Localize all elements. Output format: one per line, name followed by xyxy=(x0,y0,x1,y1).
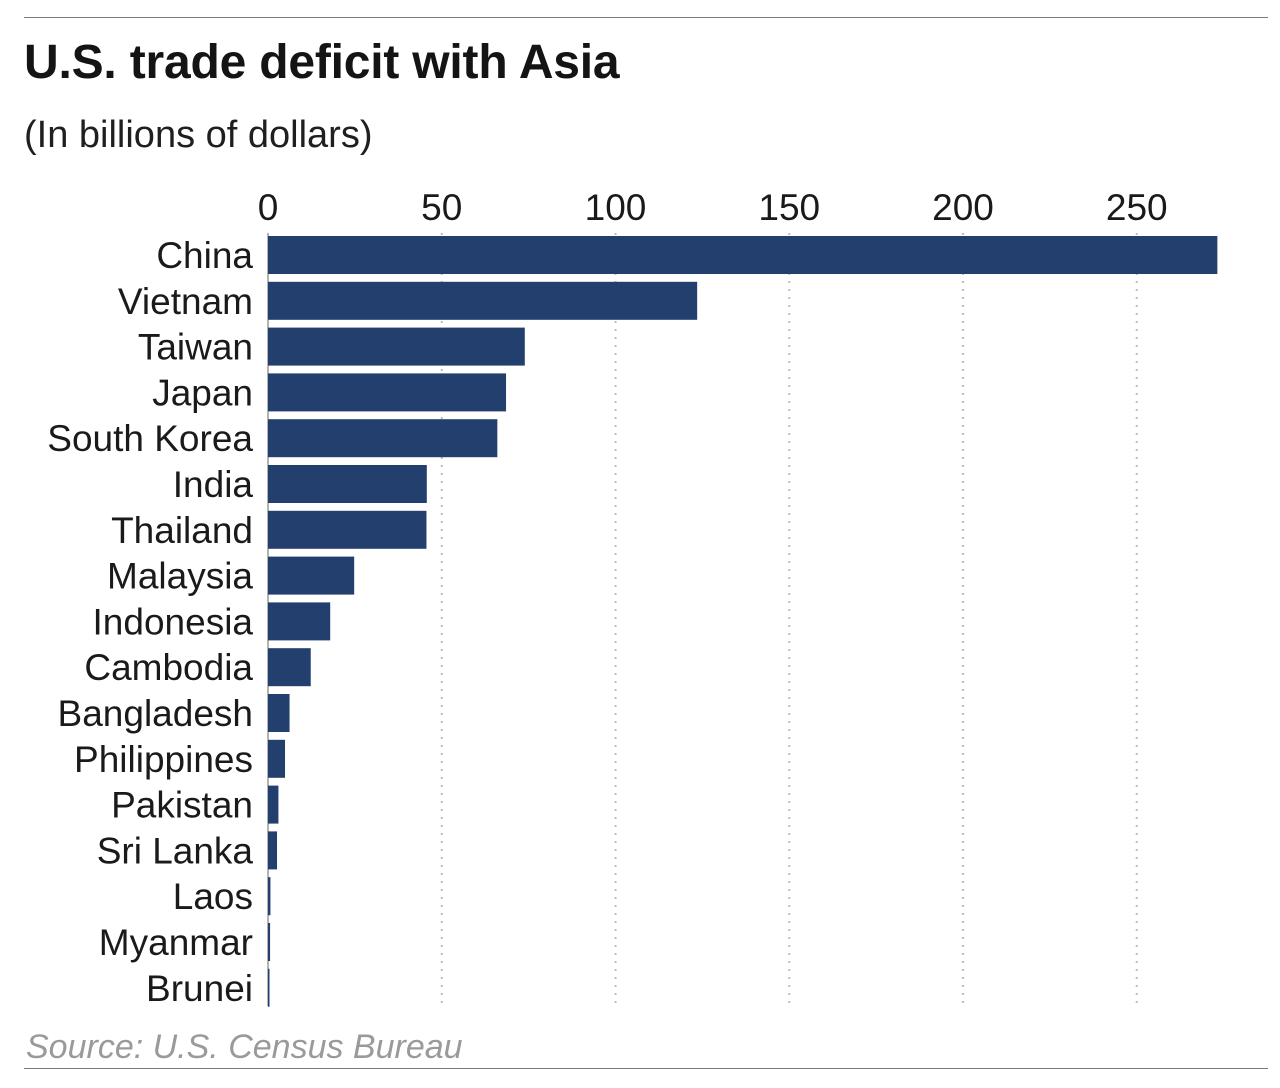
x-tick-label: 200 xyxy=(932,187,994,228)
category-label: Malaysia xyxy=(107,556,253,597)
x-tick-label: 250 xyxy=(1106,187,1168,228)
bars xyxy=(268,236,1218,1007)
x-tick-label: 100 xyxy=(585,187,647,228)
category-label: Philippines xyxy=(74,739,253,780)
category-label: Taiwan xyxy=(138,327,253,368)
category-label: Japan xyxy=(152,372,253,413)
category-label: Thailand xyxy=(111,510,253,551)
bar xyxy=(268,419,498,458)
x-tick-label: 0 xyxy=(258,187,279,228)
bar xyxy=(268,556,355,595)
bar xyxy=(268,694,290,732)
bar xyxy=(268,510,427,549)
bar xyxy=(268,785,279,824)
category-label: Cambodia xyxy=(84,647,253,688)
category-label: India xyxy=(173,464,254,505)
bar xyxy=(268,648,311,687)
source-note: Source: U.S. Census Bureau xyxy=(26,1028,463,1066)
bar xyxy=(268,465,427,503)
category-label: China xyxy=(156,235,253,276)
x-axis-ticks: 0 50 100 150 200 250 xyxy=(258,187,1168,228)
category-label: Indonesia xyxy=(93,601,254,642)
category-label: Laos xyxy=(173,876,253,917)
bar xyxy=(268,327,525,366)
chart-title: U.S. trade deficit with Asia xyxy=(24,36,620,89)
category-label: South Korea xyxy=(47,418,253,459)
bar xyxy=(268,923,271,961)
bar xyxy=(268,877,271,916)
chart-subtitle: (In billions of dollars) xyxy=(24,114,373,156)
category-label: Sri Lanka xyxy=(97,830,254,871)
bar xyxy=(268,739,286,778)
category-label: Brunei xyxy=(146,968,253,1009)
x-tick-label: 50 xyxy=(421,187,462,228)
bottom-rule xyxy=(24,1068,1268,1069)
x-tick-label: 150 xyxy=(758,187,820,228)
category-label: Myanmar xyxy=(99,922,253,963)
bar xyxy=(268,968,270,1007)
category-label: Bangladesh xyxy=(58,693,253,734)
category-label: Pakistan xyxy=(111,785,253,826)
bar xyxy=(268,831,278,870)
category-label: Vietnam xyxy=(118,281,253,322)
bar xyxy=(268,373,507,412)
bar xyxy=(268,602,331,641)
top-rule xyxy=(24,17,1268,18)
bar xyxy=(268,236,1218,274)
bar xyxy=(268,281,698,320)
